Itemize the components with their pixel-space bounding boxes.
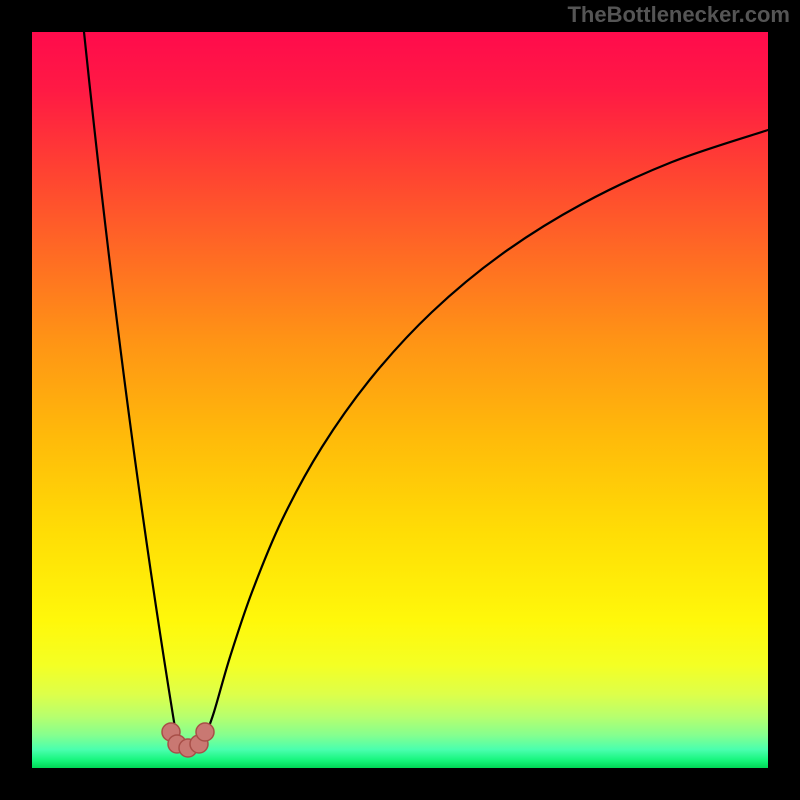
plot-background bbox=[32, 32, 768, 768]
chart-canvas bbox=[0, 0, 800, 800]
valley-marker bbox=[196, 723, 214, 741]
chart-svg bbox=[0, 0, 800, 800]
watermark-text: TheBottlenecker.com bbox=[567, 2, 790, 28]
